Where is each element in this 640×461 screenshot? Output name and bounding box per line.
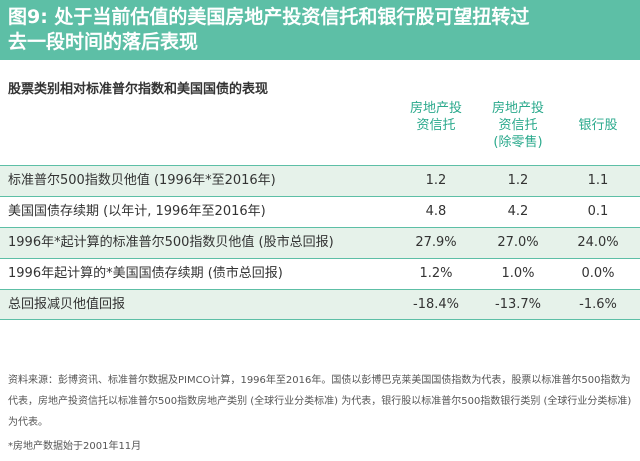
- table-cell: 1.2: [425, 173, 447, 188]
- table-row: 1996年*起计算的标准普尔500指数贝他值 (股市总回报) 27.9% 27.…: [0, 227, 640, 258]
- table-cell: 1.0%: [501, 266, 535, 281]
- table-subtitle: 股票类别相对标准普尔指数和美国国债的表现: [8, 82, 269, 97]
- table-cell: 0.0%: [581, 266, 615, 281]
- table-row: 美国国债存续期 (以年计, 1996年至2016年) 4.8 4.2 0.1: [0, 196, 640, 227]
- table-row: 总回报减贝他值回报 -18.4% -13.7% -1.6%: [0, 289, 640, 320]
- table-cell: -18.4%: [413, 297, 459, 312]
- table-row: 标准普尔500指数贝他值 (1996年*至2016年) 1.2 1.2 1.1: [0, 165, 640, 196]
- table-cell: 1.2: [507, 173, 529, 188]
- row-label: 标准普尔500指数贝他值 (1996年*至2016年): [8, 173, 276, 188]
- row-label: 总回报减贝他值回报: [8, 297, 126, 312]
- table-cell: 1.2%: [419, 266, 453, 281]
- row-label: 美国国债存续期 (以年计, 1996年至2016年): [8, 204, 266, 219]
- table-cell: -1.6%: [579, 297, 617, 312]
- column-header-reit-ex-retail: 房地产投 资信托 (除零售): [491, 101, 544, 150]
- table-row: 1996年起计算的*美国国债存续期 (债市总回报) 1.2% 1.0% 0.0%: [0, 258, 640, 289]
- table-cell: 1.1: [587, 173, 609, 188]
- data-footnote: *房地产数据始于2001年11月: [8, 441, 142, 452]
- table-cell: 4.8: [425, 204, 447, 219]
- figure-title-line1: 图9: 处于当前估值的美国房地产投资信托和银行股可望扭转过: [8, 6, 530, 28]
- row-label: 1996年*起计算的标准普尔500指数贝他值 (股市总回报): [8, 235, 334, 250]
- table-cell: 0.1: [587, 204, 609, 219]
- table-cell: 24.0%: [577, 235, 619, 250]
- column-header-banks: 银行股: [578, 118, 618, 133]
- figure-title-banner: 图9: 处于当前估值的美国房地产投资信托和银行股可望扭转过 去一段时间的落后表现: [0, 0, 640, 60]
- row-label: 1996年起计算的*美国国债存续期 (债市总回报): [8, 266, 283, 281]
- table-cell: 27.0%: [497, 235, 539, 250]
- table-cell: -13.7%: [495, 297, 541, 312]
- source-note: 资料来源：彭博资讯、标准普尔数据及PIMCO计算，1996年至2016年。国债以…: [8, 375, 632, 428]
- table-cell: 4.2: [507, 204, 529, 219]
- figure-title-line2: 去一段时间的落后表现: [8, 31, 199, 53]
- column-header-reit: 房地产投 资信托: [409, 101, 462, 133]
- performance-table: 标准普尔500指数贝他值 (1996年*至2016年) 1.2 1.2 1.1 …: [0, 165, 640, 320]
- column-headers: 房地产投 资信托 房地产投 资信托 (除零售) 银行股: [0, 100, 640, 158]
- table-cell: 27.9%: [415, 235, 457, 250]
